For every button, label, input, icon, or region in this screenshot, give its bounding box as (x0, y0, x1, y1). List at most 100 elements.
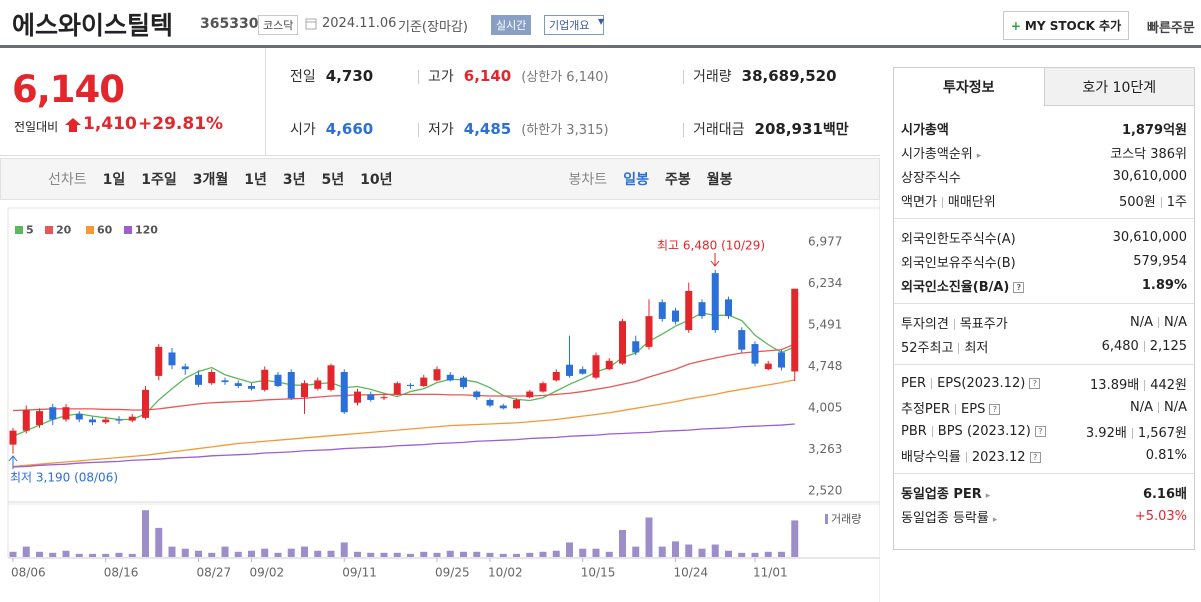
info-value: 0.81% (1146, 448, 1187, 463)
link-arrow[interactable]: ▸ (992, 514, 998, 525)
period-item[interactable]: 1주일 (141, 172, 177, 188)
volume-legend: 거래량 (831, 513, 861, 526)
period-item[interactable]: 3개월 (192, 172, 229, 188)
volume-bar (168, 546, 176, 557)
info-group: 동일업종 PER ▸ 6.16배 동일업종 등락률 ▸ +5.03% (894, 474, 1194, 534)
info-value: 6,480 2,125 (1102, 339, 1187, 354)
candle-body (102, 419, 110, 423)
volume-bar (725, 550, 732, 557)
field-value: 4,730 (325, 67, 374, 85)
help-icon[interactable]: ? (989, 403, 1001, 415)
value-part: 13.89배 (1090, 377, 1140, 393)
volume-bar (234, 551, 242, 557)
label-part: 액면가 (901, 194, 937, 210)
volume-bar (513, 553, 520, 557)
label-part: 배당수익률 (901, 449, 961, 465)
label-part: BPS (2023.12) (937, 423, 1031, 439)
legend-label: 120 (135, 224, 158, 237)
field-label: 거래량 (693, 69, 732, 85)
volume-bar (22, 546, 30, 557)
candle-item[interactable]: 일봉 (623, 172, 649, 188)
label-part: EPS(2023.12) (937, 375, 1026, 391)
info-label: 동일업종 등락률 ▸ (901, 507, 997, 526)
tab[interactable]: 호가 10단계 (1043, 68, 1194, 106)
separator (1144, 379, 1146, 391)
realtime-button[interactable]: 실시간 (491, 15, 532, 35)
volume-bar (155, 527, 163, 557)
y-tick-label: 4,748 (808, 359, 842, 373)
field-note: (하한가 3,315) (521, 123, 609, 138)
volume-bar (711, 544, 719, 557)
info-row: 추정PER EPS? N/A N/A (901, 395, 1187, 419)
candle-body (327, 365, 335, 390)
info-value: 30,610,000 (1113, 230, 1187, 245)
volume-bar (142, 510, 149, 557)
period-item[interactable]: 1일 (102, 172, 126, 188)
candle-body (433, 369, 441, 381)
overview-button[interactable]: 기업개요 (544, 15, 605, 35)
volume-bar (778, 551, 785, 557)
x-tick-label: 09/02 (250, 566, 285, 580)
candle-item[interactable]: 월봉 (706, 172, 733, 188)
tabs: 투자정보 호가 10단계 (894, 68, 1194, 106)
info-value: 6.16배 (1143, 483, 1187, 502)
candle-body (49, 407, 57, 420)
quote-field: 거래대금 208,931백만 (693, 119, 849, 139)
help-icon[interactable]: ? (1029, 451, 1041, 463)
legend-label: 60 (97, 224, 113, 237)
help-icon[interactable]: ? (1029, 377, 1041, 389)
field-label: 전일 (290, 69, 316, 85)
label-part: 상장주식수 (901, 170, 961, 186)
dropdown-arrow: ▼ (598, 17, 605, 26)
plus-icon: + (1010, 18, 1021, 33)
label-part: PBR (901, 423, 927, 439)
quick-order[interactable]: 빠른주문 (1147, 21, 1195, 36)
separator (1160, 196, 1162, 208)
my-stock-button[interactable]: + MY STOCK 추가 (1003, 11, 1129, 40)
period-item[interactable]: 1년 (244, 172, 267, 188)
volume-bar (102, 553, 110, 557)
info-group: 투자의견 목표주가 N/A N/A 52주최고 최저 6,480 2,125 (894, 304, 1194, 365)
candle-body (526, 391, 534, 398)
candle-body (486, 399, 494, 406)
link-arrow[interactable]: ▸ (985, 490, 991, 501)
field-value: 6,140 (463, 67, 512, 85)
candle-body (513, 399, 520, 409)
period-item[interactable]: 10년 (360, 172, 393, 188)
period-item[interactable]: 5년 (321, 172, 345, 188)
info-value: N/A N/A (1130, 315, 1187, 330)
info-value: +5.03% (1135, 509, 1187, 524)
candle-item[interactable]: 주봉 (664, 172, 691, 188)
y-tick-label: 4,005 (808, 401, 842, 415)
field-value: 208,931백만 (754, 120, 849, 138)
high-annotation: 최고 6,480 (10/29) (657, 239, 765, 253)
candle-body (393, 383, 401, 395)
info-row: PER EPS(2023.12)? 13.89배 442원 (901, 371, 1187, 395)
value-part: N/A (1130, 314, 1153, 330)
volume-bar (526, 552, 534, 557)
volume-bar (446, 550, 454, 557)
change: 1,410 (83, 114, 137, 134)
field-label: 고가 (428, 69, 454, 85)
link-arrow[interactable]: ▸ (976, 150, 982, 161)
info-label: PER EPS(2023.12)? (901, 375, 1041, 391)
volume-bar (9, 551, 17, 557)
candle-body (128, 416, 136, 421)
label-part: 52주최고 (901, 340, 954, 356)
volume-bar (287, 548, 295, 557)
label-part: 동일업종 등락률 (901, 510, 989, 526)
x-tick-label: 10/02 (488, 566, 523, 580)
period-item[interactable]: 3년 (282, 172, 306, 188)
candle-label: 봉차트 (568, 172, 608, 188)
tab[interactable]: 투자정보 (894, 68, 1044, 106)
volume-bar (486, 552, 494, 557)
high-arrowhead (710, 260, 720, 267)
help-icon[interactable]: ? (1013, 281, 1025, 293)
legend-label: 5 (26, 224, 34, 237)
volume-bar (327, 550, 335, 557)
basis: 기준(장마감) (398, 20, 468, 35)
help-icon[interactable]: ? (1034, 425, 1046, 437)
candle-body (62, 407, 70, 420)
volume-bar (367, 552, 375, 557)
candle-body (685, 290, 693, 331)
